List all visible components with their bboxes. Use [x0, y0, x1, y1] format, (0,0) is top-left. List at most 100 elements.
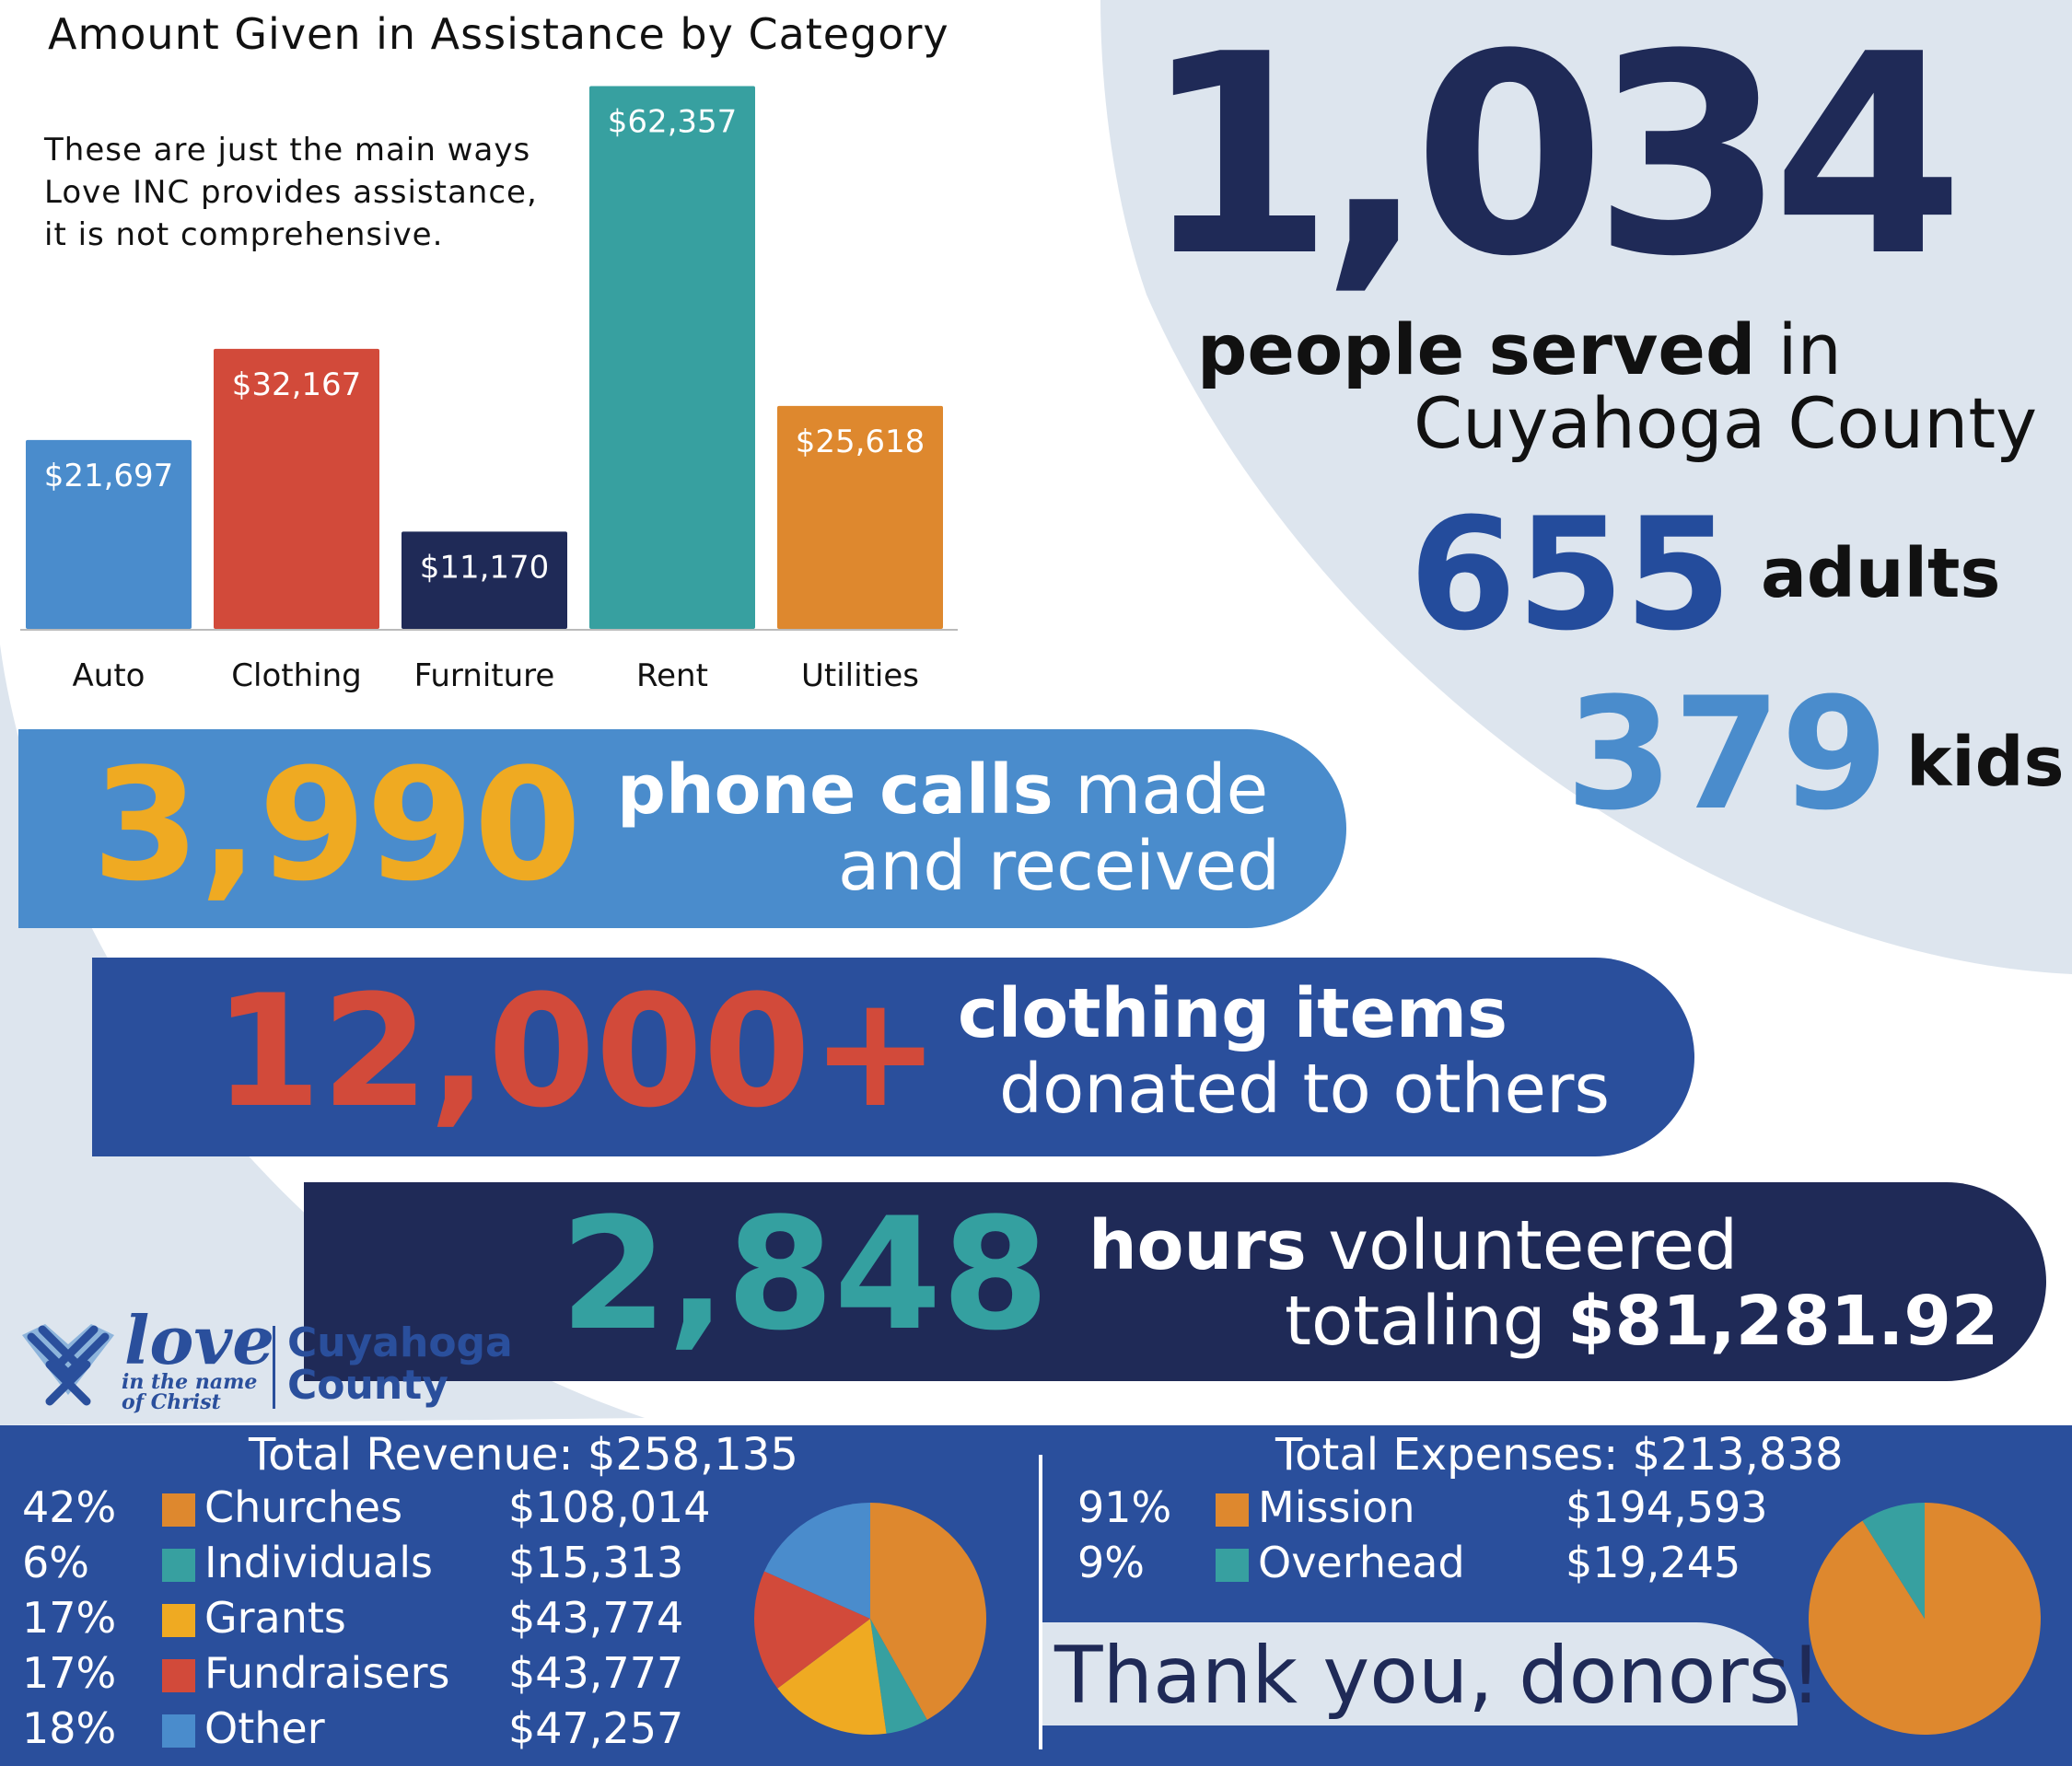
- bar-chart-note: These are just the main ways Love INC pr…: [44, 132, 538, 253]
- legend-row: 42% Churches $108,014: [22, 1482, 722, 1538]
- people-served-number: 1,034: [1142, 0, 1964, 317]
- light-arc-left: [0, 645, 645, 1425]
- legend-label: Individuals: [204, 1538, 433, 1587]
- legend-row: 6% Individuals $15,313: [22, 1538, 722, 1593]
- hours-bold: hours: [1088, 1206, 1307, 1285]
- county-label: Cuyahoga County: [1414, 382, 2038, 464]
- clothing-items-banner: [92, 958, 1694, 1156]
- legend-amount: $19,245: [1566, 1538, 1741, 1587]
- volunteer-hours-line1: hours volunteered: [1088, 1206, 1738, 1285]
- legend-percent: 17%: [22, 1648, 117, 1698]
- legend-swatch: [162, 1659, 195, 1692]
- pie-slice-other: [763, 1503, 870, 1619]
- bar-chart-title: Amount Given in Assistance by Category: [48, 9, 949, 59]
- legend-percent: 17%: [22, 1593, 117, 1643]
- legend-label: Mission: [1258, 1482, 1415, 1532]
- light-circle-right: [1100, 0, 2072, 974]
- legend-amount: $108,014: [508, 1482, 711, 1532]
- bar-category-label: Rent: [636, 657, 708, 694]
- bar-chart: $21,697 Auto $32,167 Clothing $11,170 Furnitu…: [20, 86, 958, 694]
- bar-category-label: Utilities: [801, 657, 919, 694]
- hours-volunteered: volunteered: [1306, 1206, 1739, 1285]
- phone-calls-bold: phone calls: [617, 750, 1053, 830]
- clothing-items-number: 12,000+: [214, 961, 941, 1142]
- legend-amount: $47,257: [508, 1703, 684, 1753]
- pie-slice-churches: [870, 1503, 987, 1720]
- volunteer-hours-number: 2,848: [560, 1184, 1050, 1365]
- expenses-pie-chart: [1809, 1503, 2041, 1735]
- logo-wordmark: love: [124, 1301, 275, 1379]
- legend-row: 9% Overhead $19,245: [1077, 1538, 1777, 1593]
- volunteer-hours-banner: [304, 1182, 2046, 1381]
- bar-category-label: Auto: [73, 657, 146, 694]
- expenses-title: Total Expenses: $213,838: [1275, 1429, 1844, 1481]
- phone-calls-made: made: [1053, 750, 1269, 830]
- people-served-label: people served in: [1197, 308, 1842, 390]
- legend-swatch: [162, 1493, 195, 1527]
- legend-row: 17% Fundraisers $43,777: [22, 1648, 722, 1703]
- legend-amount: $194,593: [1566, 1482, 1768, 1532]
- pie-slice-individuals: [870, 1619, 927, 1734]
- legend-swatch: [162, 1549, 195, 1582]
- legend-amount: $15,313: [508, 1538, 684, 1587]
- legend-row: 17% Grants $43,774: [22, 1593, 722, 1648]
- legend-swatch: [162, 1604, 195, 1637]
- bar-category-label: Furniture: [414, 657, 555, 694]
- footer-divider: [1039, 1455, 1042, 1749]
- thanks-banner: [1042, 1622, 1798, 1725]
- bar-category-label: Clothing: [231, 657, 361, 694]
- pie-slice-overhead: [1862, 1503, 1925, 1619]
- legend-percent: 91%: [1077, 1482, 1172, 1532]
- totaling-text: totaling: [1285, 1282, 1568, 1361]
- bar-auto: [26, 439, 192, 629]
- revenue-title: Total Revenue: $258,135: [249, 1429, 798, 1481]
- kids-number: 379: [1566, 664, 1889, 844]
- legend-percent: 18%: [22, 1703, 117, 1753]
- people-served-bold: people served: [1197, 308, 1756, 390]
- phone-calls-banner: [18, 729, 1346, 928]
- bar-furniture: [402, 531, 567, 629]
- logo-county: Cuyahoga County: [287, 1319, 513, 1409]
- legend-label: Churches: [204, 1482, 403, 1532]
- logo-divider: [273, 1326, 275, 1409]
- volunteer-hours-line2: totaling $81,281.92: [1285, 1282, 1998, 1361]
- bar-clothing: [214, 348, 379, 629]
- legend-label: Fundraisers: [204, 1648, 450, 1698]
- adults-number: 655: [1409, 484, 1732, 665]
- legend-row: 18% Other $47,257: [22, 1703, 722, 1759]
- pie-slice-grants: [777, 1619, 887, 1735]
- bar-value-label: $25,618: [796, 424, 925, 460]
- logo-tagline: in the name of Christ: [122, 1370, 258, 1414]
- legend-percent: 9%: [1077, 1538, 1145, 1587]
- bar-value-label: $62,357: [608, 104, 738, 141]
- volunteer-value: $81,281.92: [1567, 1282, 1999, 1361]
- legend-row: 91% Mission $194,593: [1077, 1482, 1777, 1538]
- phone-calls-number: 3,990: [92, 735, 582, 915]
- bar-value-label: $21,697: [44, 458, 174, 494]
- legend-amount: $43,777: [508, 1648, 684, 1698]
- bar-utilities: [777, 405, 943, 629]
- legend-percent: 42%: [22, 1482, 117, 1532]
- bar-rent: [589, 86, 755, 629]
- revenue-pie-chart: [754, 1503, 987, 1735]
- pie-slice-fundraisers: [754, 1571, 870, 1689]
- kids-label: kids: [1906, 723, 2065, 802]
- thank-you-donors: Thank you, donors!: [1054, 1630, 1822, 1722]
- clothing-items-line1: clothing items: [958, 974, 1507, 1053]
- legend-label: Other: [204, 1703, 325, 1753]
- bar-value-label: $32,167: [232, 366, 362, 403]
- phone-calls-line1: phone calls made: [617, 750, 1268, 830]
- legend-swatch: [1216, 1493, 1249, 1527]
- bar-value-label: $11,170: [420, 549, 550, 586]
- legend-label: Grants: [204, 1593, 346, 1643]
- phone-calls-line2: and received: [838, 827, 1281, 906]
- heart-hands-icon: [22, 1324, 114, 1406]
- legend-percent: 6%: [22, 1538, 89, 1587]
- legend-swatch: [1216, 1549, 1249, 1582]
- clothing-items-line2: donated to others: [999, 1050, 1611, 1129]
- people-served-in: in: [1755, 308, 1842, 390]
- legend-label: Overhead: [1258, 1538, 1465, 1587]
- legend-amount: $43,774: [508, 1593, 684, 1643]
- legend-swatch: [162, 1714, 195, 1748]
